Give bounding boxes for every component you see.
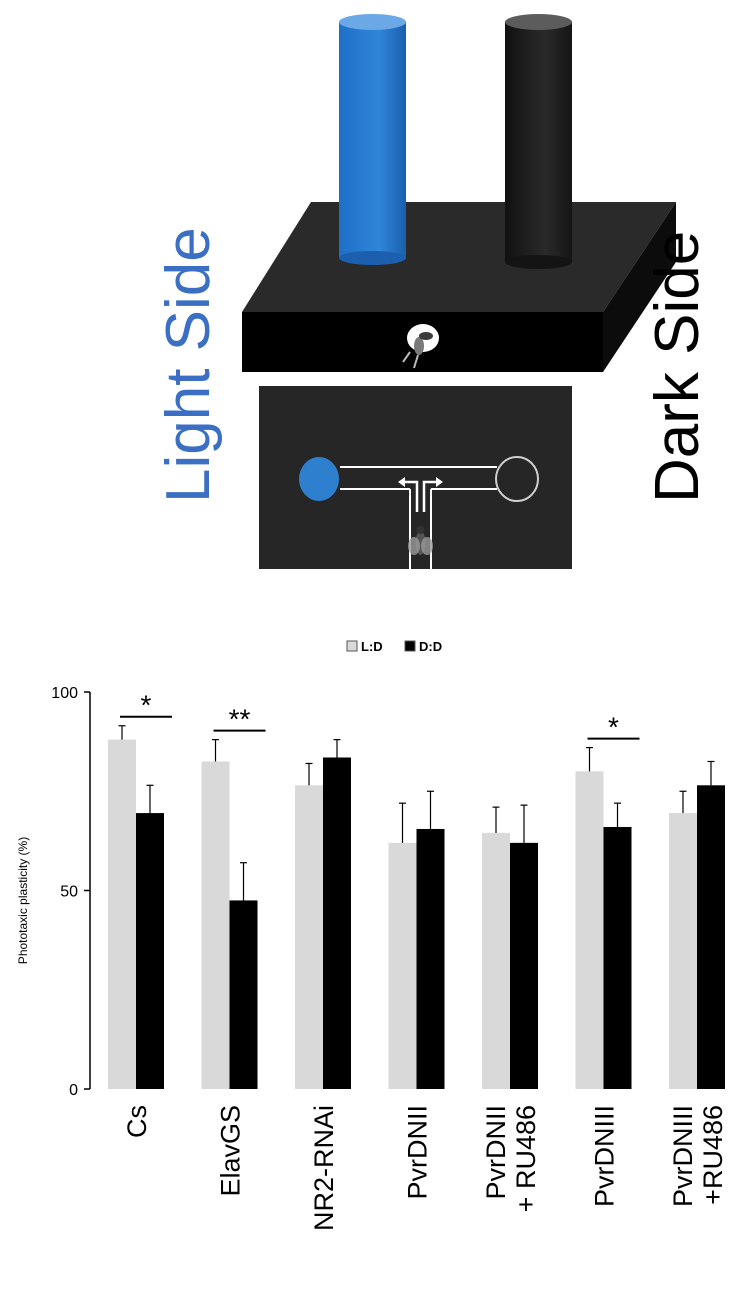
y-tick-label: 50 — [60, 884, 78, 901]
dark-side-label: Dark Side — [643, 230, 712, 503]
light-chamber — [299, 457, 339, 501]
x-tick-label: PvrDNII — [481, 1105, 511, 1200]
legend-swatch — [404, 640, 416, 652]
x-tick-label: ElavGS — [216, 1105, 246, 1197]
bar — [575, 771, 604, 1089]
significance-mark: * — [608, 712, 619, 743]
bar-chart: L:D D:D 0 50 100 Phototaxic plasticity (%) Cs E… — [16, 639, 728, 1231]
dark-chamber — [495, 456, 539, 502]
light-tube — [339, 14, 406, 265]
fly-icon — [408, 526, 433, 555]
x-tick-label: NR2-RNAi — [309, 1105, 339, 1231]
bar — [108, 739, 136, 1089]
y-tick-label: 100 — [51, 685, 78, 702]
bar — [697, 785, 725, 1089]
bar — [510, 842, 538, 1089]
legend-label: L:D — [361, 639, 383, 654]
significance-mark: ** — [229, 704, 251, 735]
x-tick-label: Cs — [122, 1105, 152, 1138]
legend-label: D:D — [419, 639, 442, 654]
bar — [482, 832, 510, 1089]
box-top — [242, 202, 676, 312]
bar — [295, 785, 323, 1089]
x-tick-label: PvrDNIII — [590, 1105, 620, 1207]
entry-hole-fly-icon — [402, 324, 439, 369]
y-axis-label: Phototaxic plasticity (%) — [16, 837, 30, 964]
bar — [201, 761, 230, 1089]
bar — [136, 813, 164, 1089]
bar — [323, 757, 351, 1089]
bar — [388, 842, 417, 1089]
x-tick-label: +RU486 — [698, 1105, 728, 1205]
light-side-label: Light Side — [154, 227, 223, 503]
bar — [229, 900, 258, 1089]
t-maze-apparatus-diagram — [242, 14, 676, 569]
choice-arrows-icon — [398, 477, 443, 512]
bar — [603, 826, 632, 1089]
significance-mark: * — [141, 690, 152, 721]
x-tick-label: PvrDNII — [403, 1105, 433, 1200]
box-side — [603, 202, 676, 372]
bar — [416, 828, 445, 1089]
x-tick-label: + RU486 — [511, 1105, 541, 1212]
legend-swatch — [346, 640, 358, 652]
bar — [669, 813, 697, 1089]
t-maze-channels — [340, 466, 497, 569]
dark-tube — [505, 14, 572, 269]
x-tick-label: PvrDNIII — [668, 1105, 698, 1207]
y-tick-label: 0 — [69, 1082, 78, 1099]
